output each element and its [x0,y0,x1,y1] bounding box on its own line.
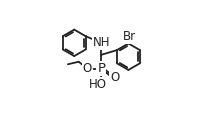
Text: O: O [110,71,119,84]
Text: O: O [83,62,92,75]
Text: NH: NH [93,36,110,49]
Text: Br: Br [122,30,136,43]
Text: HO: HO [89,78,107,91]
Text: P: P [97,62,105,75]
